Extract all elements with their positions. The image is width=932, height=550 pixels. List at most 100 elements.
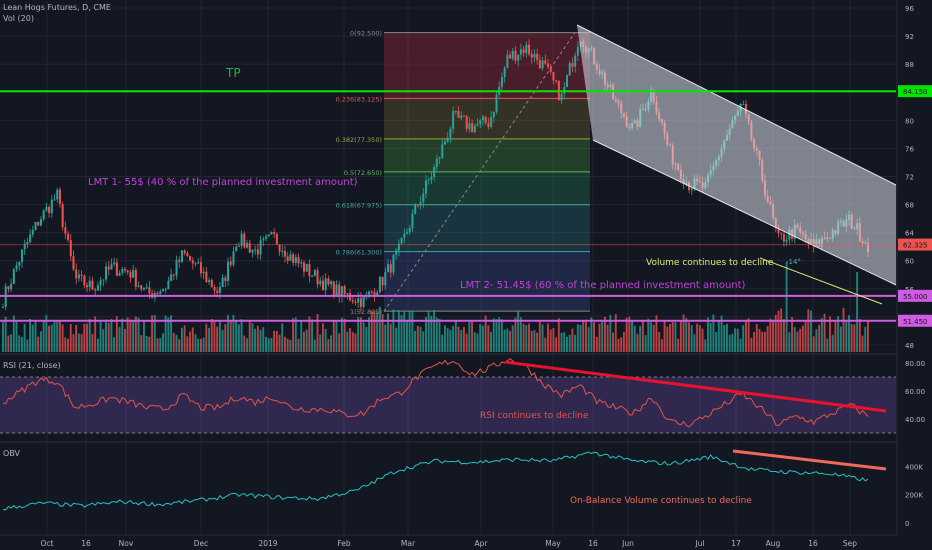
candle-body: [254, 249, 257, 251]
volume-bar: [791, 317, 793, 352]
candle-body: [237, 245, 240, 247]
candle-body: [484, 116, 487, 124]
obv-line: [2, 451, 869, 511]
volume-bar: [829, 316, 831, 352]
candle-body: [64, 227, 67, 234]
candle-body: [48, 206, 51, 214]
volume-bar: [858, 319, 861, 352]
volume-bar: [91, 333, 94, 352]
volume-bar: [243, 335, 246, 352]
horizontal-levels[interactable]: [0, 90, 896, 322]
volume-bar: [723, 325, 726, 352]
candle-body: [354, 301, 357, 303]
volume-bar: [278, 334, 281, 352]
volume-bar: [180, 327, 183, 352]
volume-bar: [58, 320, 61, 352]
volume-bar: [666, 326, 669, 352]
volume-bar: [302, 331, 305, 352]
volume-bar: [707, 317, 709, 352]
volume-bar: [831, 334, 834, 352]
candle-body: [487, 123, 490, 127]
candle-body: [77, 274, 80, 279]
candle-body: [129, 272, 132, 278]
volume-bar: [354, 333, 357, 352]
candle-body: [18, 262, 21, 266]
volume-bar: [237, 324, 240, 352]
volume-bar: [118, 326, 121, 352]
candle-body: [167, 280, 170, 290]
candle-body: [67, 233, 70, 240]
volume-bar: [18, 335, 21, 352]
candle-body: [397, 243, 400, 251]
volume-bar: [213, 321, 216, 352]
volume-bar: [536, 332, 539, 352]
volume-bar: [552, 328, 555, 352]
volume-bar: [132, 321, 135, 352]
candle-body: [275, 233, 278, 245]
volume-bar: [20, 336, 23, 352]
descending-channel[interactable]: [576, 24, 897, 286]
volume-bar: [574, 334, 577, 352]
volume-bar: [631, 321, 633, 352]
volume-bar: [544, 337, 547, 352]
candle-body: [571, 63, 574, 67]
candle-body: [330, 281, 333, 285]
volume-bar: [403, 310, 406, 352]
candle-body: [102, 279, 105, 281]
volume-bar: [221, 329, 224, 352]
volume-bar: [281, 323, 284, 352]
candle-body: [118, 272, 121, 276]
volume-bar: [443, 325, 446, 352]
candle-body: [164, 289, 167, 291]
volume-bar: [677, 338, 680, 352]
volume-bar: [785, 262, 788, 352]
volume-bar: [772, 321, 774, 352]
volume-bar: [669, 324, 671, 352]
volume-bar: [411, 310, 414, 352]
candle-body: [370, 291, 373, 293]
volume-bar: [498, 317, 501, 352]
volume-bar: [94, 316, 97, 352]
volume-bar: [522, 323, 525, 352]
volume-bar: [10, 334, 13, 352]
candle-body: [517, 54, 520, 61]
candle-body: [284, 250, 287, 257]
volume-bar: [419, 326, 422, 352]
candle-body: [457, 111, 460, 119]
candle-body: [454, 111, 457, 113]
lmt1-annotation: LMT 1- 55$ (40 % of the planned investme…: [88, 177, 358, 188]
volume-bar: [140, 335, 143, 352]
price-tick-label: 76: [905, 145, 914, 153]
volume-bar: [256, 325, 259, 352]
volume-bar: [739, 338, 742, 352]
candle-body: [566, 75, 569, 87]
time-axis: Oct 16 Nov Dec 2019 Feb Mar Apr May 16 Jun Jul 17 Aug…: [0, 534, 897, 548]
candle-body: [490, 117, 493, 127]
channel-lower-line: [592, 139, 897, 286]
volume-bar: [590, 317, 593, 352]
volume-bar: [2, 321, 4, 352]
volume-bar: [26, 339, 29, 352]
volume-bar: [506, 328, 509, 352]
candle-body: [525, 44, 528, 54]
volume-bar: [864, 326, 867, 352]
candle-body: [126, 270, 129, 273]
volume-bar: [549, 329, 552, 352]
candle-body: [536, 53, 539, 61]
volume-bar: [685, 318, 688, 352]
volume-bar: [297, 338, 300, 352]
candle-body: [186, 253, 189, 256]
volume-bar: [617, 339, 620, 352]
volume-bar: [164, 315, 167, 352]
fib-zone: [384, 171, 590, 205]
volume-bar: [218, 321, 221, 352]
fibonacci-retracement[interactable]: 0(92.500) 0.236(83.125) 0.382(77.350) 0.5(7…: [336, 30, 590, 317]
candle-body: [403, 233, 406, 238]
chart-header: Lean Hogs Futures, D, CME Vol (20): [3, 2, 111, 24]
candle-body: [113, 262, 116, 265]
candle-body: [229, 261, 232, 265]
candle-body: [205, 271, 208, 283]
volume-bar: [780, 308, 783, 352]
candle-body: [414, 204, 417, 214]
